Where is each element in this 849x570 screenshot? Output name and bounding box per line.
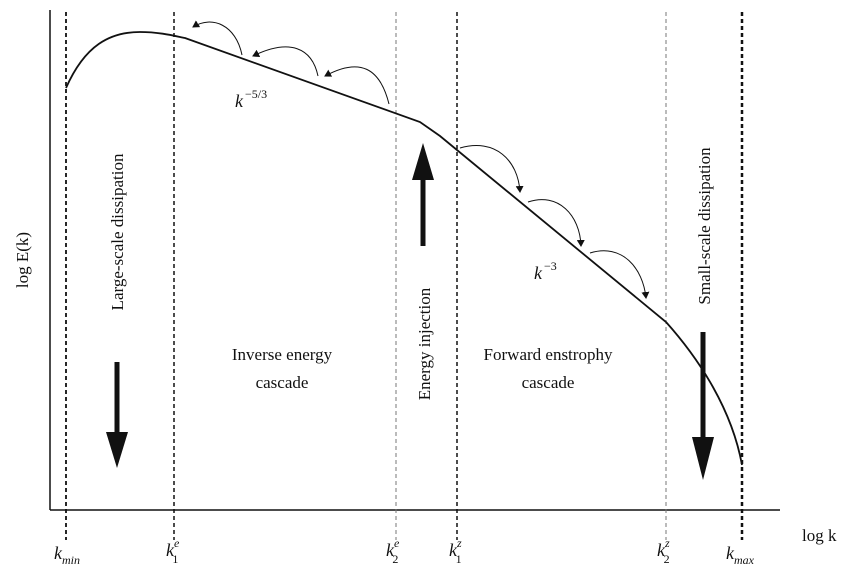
inverse-cascade-arrow-2 [252, 46, 319, 77]
tick-label-k2e: ke 2 [386, 536, 400, 566]
large-scale-dissipation-label: Large-scale dissipation [108, 153, 127, 310]
slope-label-inverse: k −5/3 [235, 87, 267, 111]
inverse-cascade-label-line2: cascade [256, 373, 309, 392]
forward-cascade-arrow-1 [459, 145, 524, 193]
tick-label-kmax: kmax [726, 543, 755, 567]
tick-label-k1e: ke 1 [166, 536, 180, 566]
inverse-cascade-arrow-1 [192, 20, 243, 56]
forward-cascade-arrow-2 [527, 199, 585, 247]
tick-label-kmin: kmin [54, 543, 80, 567]
tick-label-k1z: kz 1 [449, 536, 462, 566]
energy-injection-arrow [412, 143, 434, 246]
energy-injection-label: Energy injection [415, 287, 434, 400]
large-scale-dissipation-arrow [106, 362, 128, 468]
small-scale-dissipation-arrow [692, 332, 714, 480]
tick-label-k2z: kz 2 [657, 536, 670, 566]
forward-cascade-label-line2: cascade [522, 373, 575, 392]
x-axis-label: log k [802, 526, 837, 545]
slope-label-forward: k −3 [534, 259, 557, 283]
forward-cascade-arrow-3 [589, 250, 650, 299]
small-scale-dissipation-label: Small-scale dissipation [695, 147, 714, 305]
inverse-cascade-arrow-3 [324, 66, 390, 105]
forward-cascade-label-line1: Forward enstrophy [484, 345, 613, 364]
inverse-cascade-label-line1: Inverse energy [232, 345, 333, 364]
spectrum-curve [65, 31, 743, 466]
y-axis-label: log E(k) [13, 232, 32, 288]
